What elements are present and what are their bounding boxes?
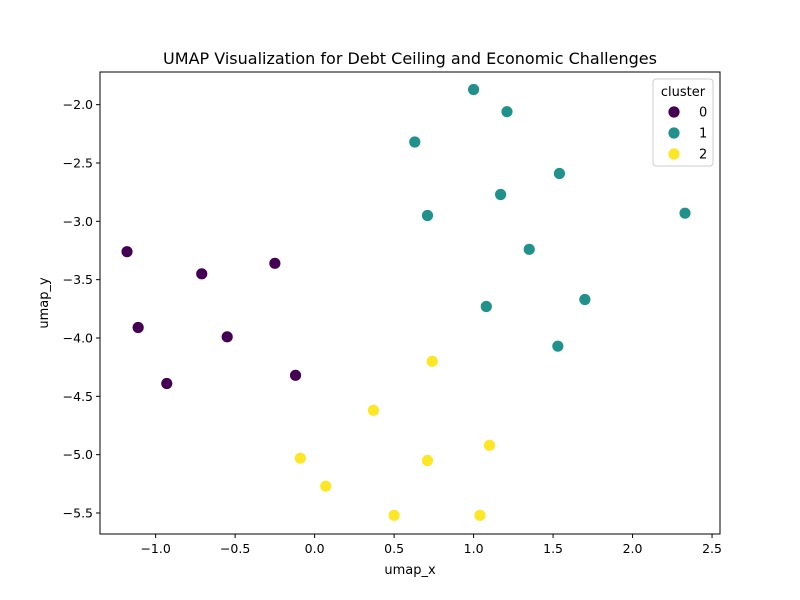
y-tick-label: −3.0 (63, 214, 93, 229)
x-tick-label: −1.0 (140, 541, 170, 556)
data-point (522, 242, 536, 256)
data-point (553, 167, 566, 180)
legend-marker (667, 126, 681, 140)
legend-marker (667, 105, 681, 119)
data-point (387, 508, 401, 522)
data-point (293, 451, 307, 465)
data-point (421, 454, 434, 467)
legend-title: cluster (661, 85, 706, 100)
plot-frame (99, 71, 721, 535)
x-tick-label: 1.0 (464, 541, 484, 556)
y-tick-label: −5.0 (63, 447, 93, 462)
x-tick-label: 0.0 (305, 541, 325, 556)
x-tick-label: 2.0 (623, 541, 643, 556)
data-point (319, 479, 333, 493)
data-point (131, 321, 145, 334)
data-point (473, 508, 487, 522)
data-point (289, 368, 302, 382)
x-tick-label: 2.5 (702, 541, 722, 556)
legend-entries: 0 1 2 (667, 105, 707, 163)
data-point (479, 300, 493, 313)
data-point (195, 267, 209, 281)
data-point (467, 83, 480, 96)
legend-label: 1 (699, 127, 707, 142)
y-tick-label: −5.5 (63, 506, 93, 521)
data-point (120, 245, 134, 259)
data-point (551, 339, 565, 353)
data-point (268, 256, 282, 270)
data-point (160, 377, 174, 390)
legend-marker (667, 147, 681, 161)
y-tick-label: −2.5 (63, 156, 93, 171)
y-axis-label: umap_y (37, 277, 52, 329)
data-point (421, 209, 434, 222)
data-point (367, 403, 380, 417)
data-point (500, 105, 514, 119)
data-point (483, 438, 496, 452)
y-tick-label: −3.5 (63, 272, 93, 287)
x-axis-label: umap_x (384, 563, 436, 578)
data-points (120, 83, 692, 522)
data-point (220, 330, 234, 344)
y-tick-label: −4.5 (63, 389, 93, 404)
data-point (408, 135, 422, 149)
legend-box (652, 78, 714, 167)
data-point (494, 188, 508, 201)
y-axis: −2.0 −2.5 −3.0 −3.5 −4.0 −4.5 −5.0 −5.5 (63, 97, 100, 521)
chart-title: UMAP Visualization for Debt Ceiling and … (163, 49, 657, 68)
y-tick-label: −2.0 (63, 97, 93, 112)
data-point (678, 206, 692, 220)
legend: cluster 0 1 2 (652, 78, 714, 167)
x-tick-label: 1.5 (543, 541, 563, 556)
legend-label: 2 (699, 148, 707, 163)
data-point (425, 354, 439, 368)
x-tick-label: −0.5 (220, 541, 250, 556)
y-tick-label: −4.0 (63, 331, 93, 346)
x-tick-label: 0.5 (384, 541, 404, 556)
data-point (578, 293, 592, 306)
x-axis: −1.0 −0.5 0.0 0.5 1.0 1.5 2.0 2.5 (140, 534, 722, 556)
legend-label: 0 (699, 106, 707, 121)
